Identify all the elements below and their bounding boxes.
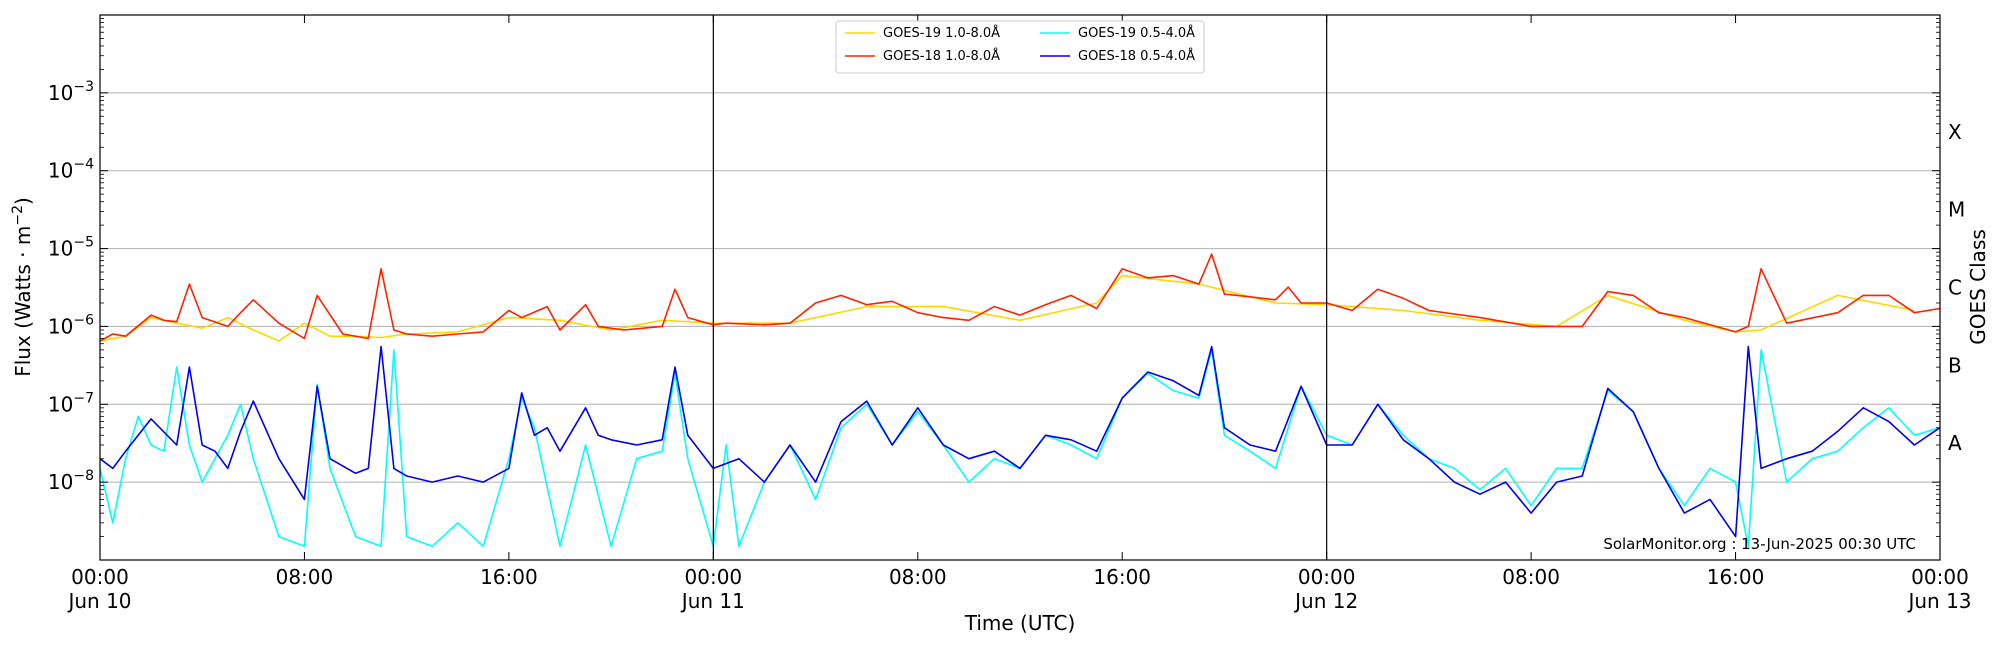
- legend-label: GOES-18 0.5-4.0Å: [1078, 48, 1195, 64]
- x-tick-label-time: 08:00: [889, 565, 947, 589]
- goes-class-label: A: [1948, 431, 1962, 455]
- y-tick-label: 10−3: [48, 79, 94, 105]
- x-tick-label-time: 00:00: [1911, 565, 1969, 589]
- goes-class-label: B: [1948, 353, 1962, 377]
- day-separators: [712, 15, 1328, 560]
- x-tick-label-date: Jun 12: [1293, 589, 1358, 613]
- y-tick-exponent: −4: [73, 157, 94, 173]
- y-tick-base: 10: [48, 81, 73, 105]
- y-tick-label: 10−8: [48, 468, 94, 494]
- y-tick-label: 10−6: [48, 312, 94, 338]
- x-tick-label-time: 08:00: [1502, 565, 1560, 589]
- credit-annotation: SolarMonitor.org : 13-Jun-2025 00:30 UTC: [1603, 535, 1916, 553]
- y-axis-title-exponent: −2: [10, 205, 26, 226]
- series-layer: [100, 253, 1940, 548]
- right-axis-title: GOES Class: [1966, 229, 1990, 345]
- x-tick-label-time: 08:00: [276, 565, 334, 589]
- y-axis-title-close: ): [11, 197, 35, 205]
- y-tick-base: 10: [48, 470, 73, 494]
- series-line-1: [100, 253, 1940, 342]
- x-tick-label-date: Jun 10: [66, 589, 131, 613]
- y-tick-base: 10: [48, 159, 73, 183]
- goes-class-label: C: [1948, 276, 1962, 300]
- x-tick-label-time: 00:00: [1298, 565, 1356, 589]
- x-tick-label-time: 16:00: [1707, 565, 1765, 589]
- goes-class-label: X: [1948, 120, 1962, 144]
- x-tick-label-time: 00:00: [685, 565, 743, 589]
- series-line-3: [100, 345, 1940, 538]
- y-tick-exponent: −7: [73, 390, 94, 406]
- y-tick-label: 10−5: [48, 235, 94, 261]
- x-tick-label-time: 16:00: [1093, 565, 1151, 589]
- y-tick-label: 10−7: [48, 390, 94, 416]
- y-tick-exponent: −6: [73, 312, 94, 328]
- y-tick-base: 10: [48, 237, 73, 261]
- y-tick-exponent: −5: [73, 235, 94, 251]
- goes-class-label: M: [1948, 198, 1965, 222]
- y-axis-title-main: Flux (Watts · m: [11, 226, 35, 377]
- y-tick-base: 10: [48, 314, 73, 338]
- y-tick-label: 10−4: [48, 157, 94, 183]
- legend-label: GOES-18 1.0-8.0Å: [883, 48, 1000, 64]
- legend-box: [835, 20, 1205, 74]
- plot-frame: [99, 14, 1941, 561]
- y-tick-base: 10: [48, 392, 73, 416]
- legend-label: GOES-19 0.5-4.0Å: [1078, 25, 1195, 41]
- x-axis-title: Time (UTC): [964, 611, 1076, 635]
- grid-lines: [100, 92, 1940, 483]
- x-tick-label-time: 16:00: [480, 565, 538, 589]
- legend-label: GOES-19 1.0-8.0Å: [883, 25, 1000, 41]
- y-tick-exponent: −8: [73, 468, 94, 484]
- y-axis-ticks: 10−810−710−610−510−410−3: [48, 18, 1940, 537]
- x-tick-label-date: Jun 13: [1906, 589, 1971, 613]
- y-tick-exponent: −3: [73, 79, 94, 95]
- y-axis-title: Flux (Watts · m−2): [10, 197, 35, 377]
- x-tick-label-date: Jun 11: [680, 589, 745, 613]
- x-tick-label-time: 00:00: [71, 565, 129, 589]
- goes-class-labels: A B C M X: [1948, 120, 1965, 455]
- legend: GOES-19 1.0-8.0Å GOES-18 1.0-8.0Å GOES-19 …: [835, 20, 1205, 74]
